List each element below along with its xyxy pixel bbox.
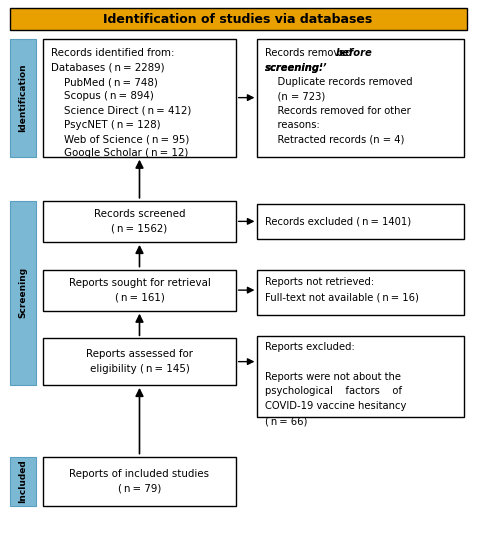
- FancyBboxPatch shape: [43, 270, 235, 311]
- Text: Identification of studies via databases: Identification of studies via databases: [103, 13, 372, 26]
- FancyBboxPatch shape: [257, 204, 463, 239]
- FancyBboxPatch shape: [43, 456, 235, 506]
- Text: Duplicate records removed: Duplicate records removed: [264, 77, 411, 87]
- Text: PubMed ( n = 748): PubMed ( n = 748): [50, 77, 157, 87]
- Text: Web of Science ( n = 95): Web of Science ( n = 95): [50, 134, 189, 144]
- Text: Reports assessed for
eligibility ( n = 145): Reports assessed for eligibility ( n = 1…: [86, 349, 192, 374]
- FancyBboxPatch shape: [10, 8, 466, 30]
- Text: Reports excluded:

Reports were not about the
psychological    factors    of
COV: Reports excluded: Reports were not about…: [264, 342, 405, 426]
- FancyBboxPatch shape: [257, 336, 463, 417]
- FancyBboxPatch shape: [10, 201, 36, 385]
- Text: Records excluded ( n = 1401): Records excluded ( n = 1401): [264, 216, 410, 227]
- Text: Screening: Screening: [18, 267, 27, 318]
- Text: Retracted records (n = 4): Retracted records (n = 4): [264, 134, 403, 144]
- FancyBboxPatch shape: [10, 456, 36, 506]
- FancyBboxPatch shape: [257, 270, 463, 315]
- Text: Google Scholar ( n = 12): Google Scholar ( n = 12): [50, 148, 188, 158]
- FancyBboxPatch shape: [43, 338, 235, 385]
- Text: (n = 723): (n = 723): [264, 91, 324, 101]
- Text: Records removed for other: Records removed for other: [264, 106, 409, 116]
- FancyBboxPatch shape: [43, 39, 235, 157]
- Text: Identification: Identification: [18, 63, 27, 132]
- Text: Reports sought for retrieval
( n = 161): Reports sought for retrieval ( n = 161): [69, 278, 210, 302]
- FancyBboxPatch shape: [257, 39, 463, 157]
- Text: Reports not retrieved:
Full-text not available ( n = 16): Reports not retrieved: Full-text not ava…: [264, 277, 418, 303]
- Text: Science Direct ( n = 412): Science Direct ( n = 412): [50, 106, 191, 116]
- Text: Included: Included: [18, 459, 27, 503]
- Text: Scopus ( n = 894): Scopus ( n = 894): [50, 91, 153, 101]
- Text: Reports of included studies
( n = 79): Reports of included studies ( n = 79): [69, 469, 209, 494]
- Text: Records identified from:: Records identified from:: [50, 48, 174, 58]
- FancyBboxPatch shape: [10, 39, 36, 157]
- Text: reasons:: reasons:: [264, 120, 319, 130]
- Text: PsycNET ( n = 128): PsycNET ( n = 128): [50, 120, 160, 130]
- Text: Databases ( n = 2289): Databases ( n = 2289): [50, 63, 164, 73]
- Text: screening’’: screening’’: [264, 63, 326, 73]
- Text: screening:: screening:: [264, 63, 323, 73]
- Text: before: before: [335, 48, 372, 58]
- Text: Records removed: Records removed: [264, 48, 354, 58]
- Text: Records screened
( n = 1562): Records screened ( n = 1562): [94, 209, 185, 234]
- FancyBboxPatch shape: [43, 201, 235, 242]
